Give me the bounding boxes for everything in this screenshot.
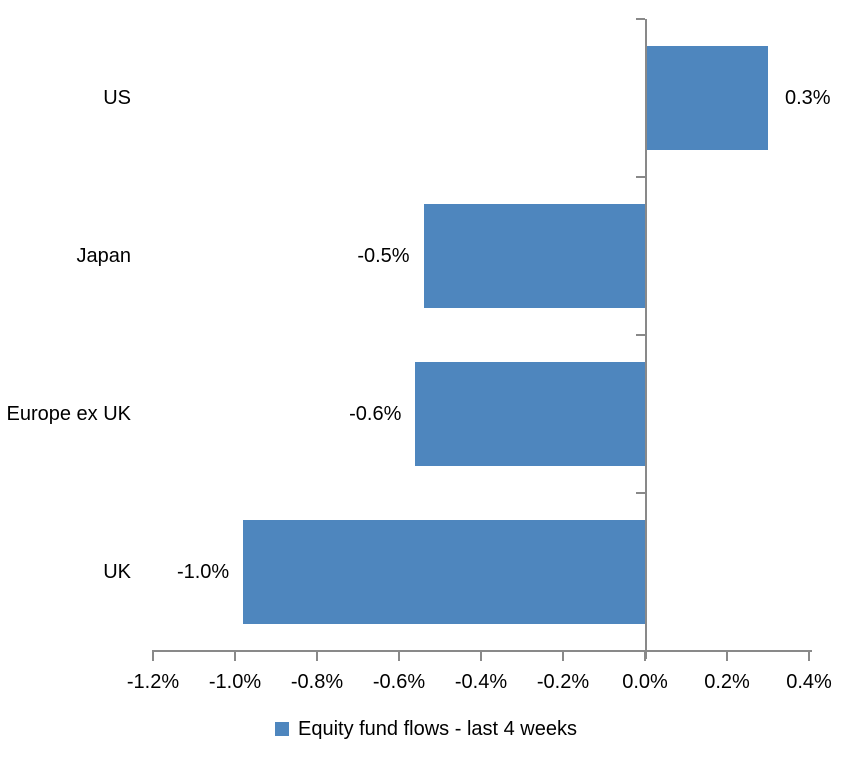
x-axis-tick-label-0: -1.2%: [126, 671, 180, 693]
x-axis-tick-7: [726, 652, 728, 661]
zero-axis-line: [645, 19, 647, 659]
legend-label: Equity fund flows - last 4 weeks: [297, 717, 577, 740]
x-axis-tick-label-8: 0.4%: [786, 671, 832, 693]
data-label-japan: -0.5%: [357, 244, 410, 267]
data-label-uk: -1.0%: [176, 560, 230, 583]
x-axis-tick-label-2: -0.8%: [290, 671, 344, 693]
x-axis-tick-label-1: -1.0%: [208, 671, 262, 693]
bar-uk: [243, 520, 645, 624]
x-axis-line: [152, 650, 812, 652]
x-axis-tick-6: [644, 652, 646, 661]
x-axis-tick-label-6: 0.0%: [622, 671, 668, 693]
x-axis-tick-label-4: -0.4%: [454, 671, 508, 693]
x-axis-tick-5: [562, 652, 564, 661]
category-label-japan: Japan: [76, 244, 132, 267]
category-label-us: US: [103, 86, 131, 109]
bar-us: [645, 46, 768, 150]
zero-axis-tick-2: [636, 334, 645, 336]
x-axis-tick-1: [234, 652, 236, 661]
zero-axis-tick-1: [636, 176, 645, 178]
x-axis-tick-label-7: 0.2%: [704, 671, 750, 693]
category-label-uk: UK: [103, 560, 131, 583]
legend-marker-square: [274, 722, 289, 736]
bar-japan: [423, 204, 645, 308]
x-axis-tick-3: [398, 652, 400, 661]
x-axis-tick-2: [316, 652, 318, 661]
category-label-europe-ex-uk: Europe ex UK: [6, 402, 131, 425]
x-axis-tick-8: [808, 652, 810, 661]
x-axis-tick-label-3: -0.6%: [372, 671, 426, 693]
data-label-us: 0.3%: [785, 86, 831, 109]
x-axis-tick-4: [480, 652, 482, 661]
x-axis-tick-0: [152, 652, 154, 661]
x-axis-tick-label-5: -0.2%: [536, 671, 590, 693]
zero-axis-tick-3: [636, 492, 645, 494]
legend: Equity fund flows - last 4 weeks: [0, 716, 852, 742]
bar-europe-ex-uk: [415, 362, 645, 466]
zero-axis-tick-0: [636, 18, 645, 20]
data-label-europe-ex-uk: -0.6%: [349, 402, 402, 425]
